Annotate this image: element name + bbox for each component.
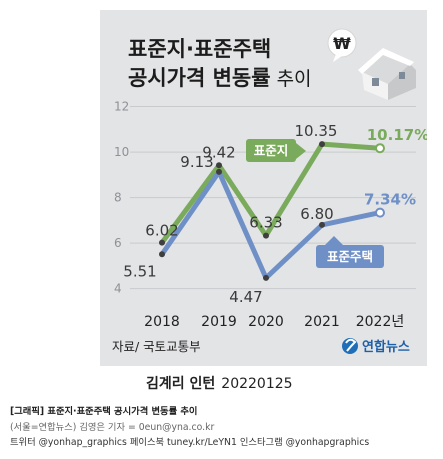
data-label: 10.35 [295, 122, 338, 140]
title-line2-bold: 공시가격 변동률 [128, 66, 271, 90]
data-label: 4.47 [229, 288, 262, 306]
data-point [263, 274, 269, 281]
caption-social: 트위터 @yonhap_graphics 페이스북 tuney.kr/LeYN1… [10, 437, 370, 448]
caption-title: [그래픽] 표준지·표준주택 공시가격 변동률 추이 [10, 406, 198, 417]
y-axis-ticks: 4 6 8 10 12 [114, 100, 129, 296]
speech-coin-icon: ₩ [327, 28, 357, 62]
series-tag-box [246, 139, 296, 162]
series-tag-label: 표준주택 [327, 249, 373, 264]
data-point [319, 221, 325, 228]
data-label: 6.33 [249, 214, 282, 232]
author-line: 김계리 인턴 20220125 [146, 373, 293, 393]
data-point [216, 168, 222, 175]
series-points [159, 141, 385, 281]
data-label: 9.42 [202, 143, 235, 161]
y-tick-label: 10 [114, 145, 129, 159]
author-name: 김계리 인턴 [146, 376, 216, 392]
title-line2: 공시가격 변동률 추이 [128, 66, 312, 90]
y-tick-label: 6 [114, 236, 122, 250]
source-text: 자료/ 국토교통부 [112, 339, 201, 354]
won-symbol: ₩ [333, 34, 351, 53]
series-tag-label: 표준지 [254, 143, 289, 158]
caption-block: [그래픽] 표준지·표준주택 공시가격 변동률 추이 (서울=연합뉴스) 김영은… [10, 404, 435, 451]
data-point [159, 251, 165, 258]
y-tick-label: 4 [114, 282, 122, 296]
x-tick-label: 2020 [248, 314, 284, 330]
data-label: 7.34% [364, 191, 416, 209]
x-tick-label: 2019 [201, 314, 237, 330]
data-point [216, 162, 222, 169]
series-tag-box [316, 245, 384, 268]
x-tick-label: 2021 [304, 314, 340, 330]
x-tick-label: 2022년 [356, 314, 405, 330]
series-tag-arrow [296, 143, 306, 159]
title-line1: 표준지·표준주택 [128, 37, 271, 61]
data-label: 5.51 [123, 262, 156, 280]
series-tag-arrow [325, 236, 343, 245]
x-tick-label: 2018 [144, 314, 180, 330]
house-icon [358, 48, 416, 100]
caption-credit: (서울=연합뉴스) 김영은 기자 = 0eun@yna.co.kr [10, 421, 215, 433]
data-point [159, 239, 165, 246]
y-tick-label: 12 [114, 100, 129, 114]
data-label: 10.17% [367, 126, 427, 144]
yonhap-logo: 연합뉴스 [342, 338, 410, 355]
data-label: 9.13 [180, 153, 213, 171]
logo-text: 연합뉴스 [362, 339, 410, 355]
data-point [319, 141, 325, 148]
data-label: 6.80 [300, 205, 333, 223]
data-point [375, 143, 385, 154]
data-point [263, 232, 269, 239]
y-tick-label: 8 [114, 191, 122, 205]
infographic-card: 표준지·표준주택 공시가격 변동률 추이 ₩ 4 6 8 10 12 2018 2019 20… [100, 10, 427, 366]
x-axis-ticks: 2018 2019 2020 2021 2022년 [144, 314, 404, 330]
data-label: 6.02 [145, 222, 178, 240]
data-labels: 6.02 9.42 6.33 10.35 10.17% 5.51 9.13 4.47 6.80 7… [123, 122, 427, 306]
title-line2-light: 추이 [277, 68, 312, 90]
data-point [375, 207, 385, 218]
author-date: 20220125 [221, 376, 293, 392]
